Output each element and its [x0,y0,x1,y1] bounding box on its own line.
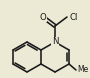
Text: Cl: Cl [69,12,77,22]
Text: N: N [52,38,58,46]
Text: O: O [40,12,46,22]
Text: Me: Me [77,66,88,74]
